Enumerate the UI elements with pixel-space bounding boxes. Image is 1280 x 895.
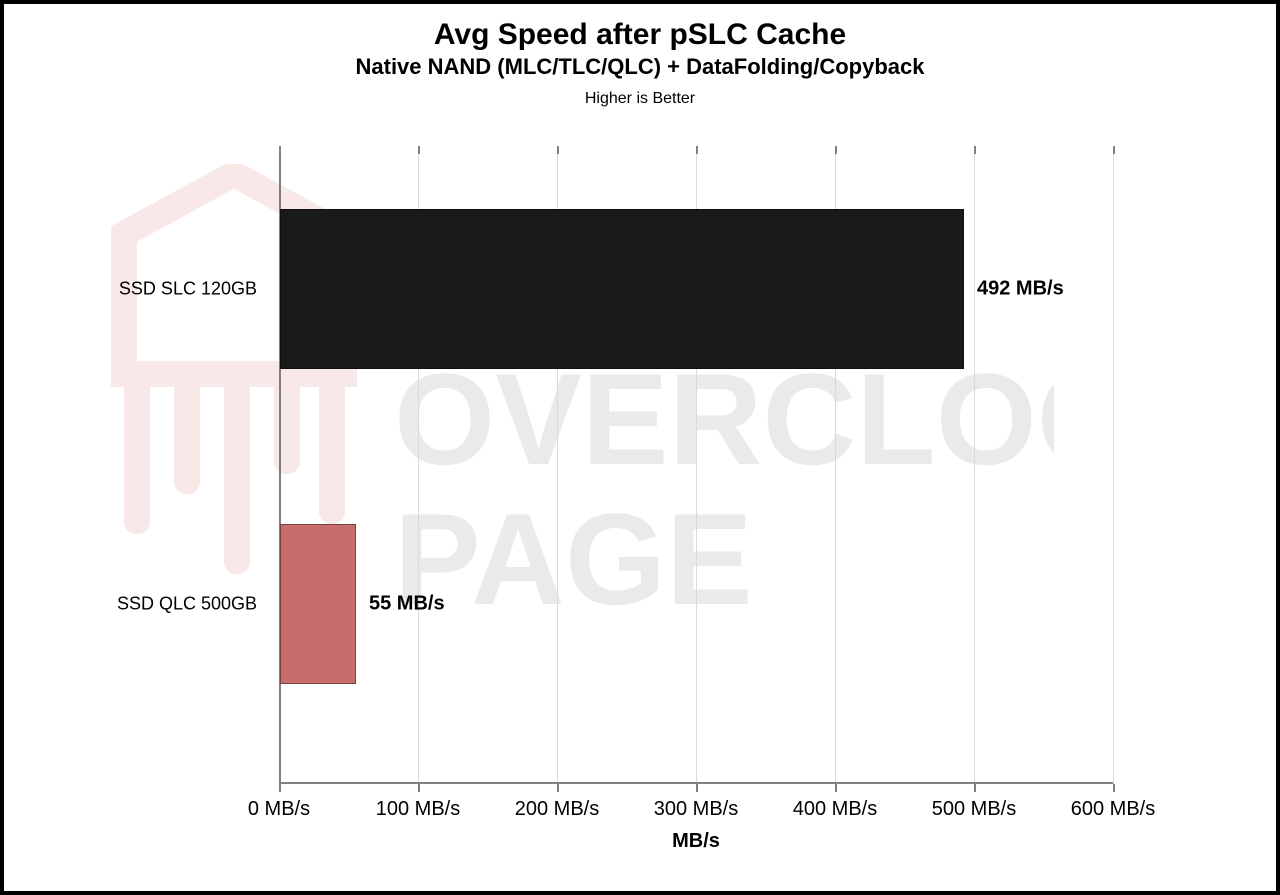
chart-titles: Avg Speed after pSLC Cache Native NAND (… — [4, 18, 1276, 108]
bar-label: SSD SLC 120GB — [119, 279, 257, 300]
chart-note: Higher is Better — [4, 90, 1276, 108]
axis-tick — [835, 784, 837, 792]
axis-tick — [279, 784, 281, 792]
chart-subtitle: Native NAND (MLC/TLC/QLC) + DataFolding/… — [4, 54, 1276, 80]
x-tick-label: 600 MB/s — [1071, 798, 1155, 821]
plot-area: SSD SLC 120GB 492 MB/s SSD QLC 500GB 55 … — [279, 154, 1113, 784]
axis-tick — [835, 146, 837, 154]
x-tick-label: 0 MB/s — [248, 798, 310, 821]
gridline — [974, 154, 975, 784]
bar-value-label: 492 MB/s — [977, 278, 1064, 301]
bar-ssd-slc — [280, 209, 964, 369]
axis-tick — [557, 146, 559, 154]
axis-tick — [418, 784, 420, 792]
x-tick-label: 300 MB/s — [654, 798, 738, 821]
axis-tick — [1113, 784, 1115, 792]
axis-tick — [1113, 146, 1115, 154]
axis-tick — [279, 146, 281, 154]
gridline — [1113, 154, 1114, 784]
bar-value-label: 55 MB/s — [369, 593, 445, 616]
x-tick-label: 100 MB/s — [376, 798, 460, 821]
bar-label: SSD QLC 500GB — [117, 594, 257, 615]
axis-tick — [696, 146, 698, 154]
axis-tick — [418, 146, 420, 154]
axis-tick — [974, 784, 976, 792]
bar-ssd-qlc — [280, 524, 356, 684]
x-tick-label: 400 MB/s — [793, 798, 877, 821]
x-axis-title: MB/s — [672, 830, 720, 853]
x-tick-label: 500 MB/s — [932, 798, 1016, 821]
chart-frame: THE OVERCLOCK PAGE Avg Speed after pSLC … — [0, 0, 1280, 895]
chart-title: Avg Speed after pSLC Cache — [4, 18, 1276, 52]
axis-tick — [696, 784, 698, 792]
axis-tick — [557, 784, 559, 792]
axis-tick — [974, 146, 976, 154]
x-tick-label: 200 MB/s — [515, 798, 599, 821]
